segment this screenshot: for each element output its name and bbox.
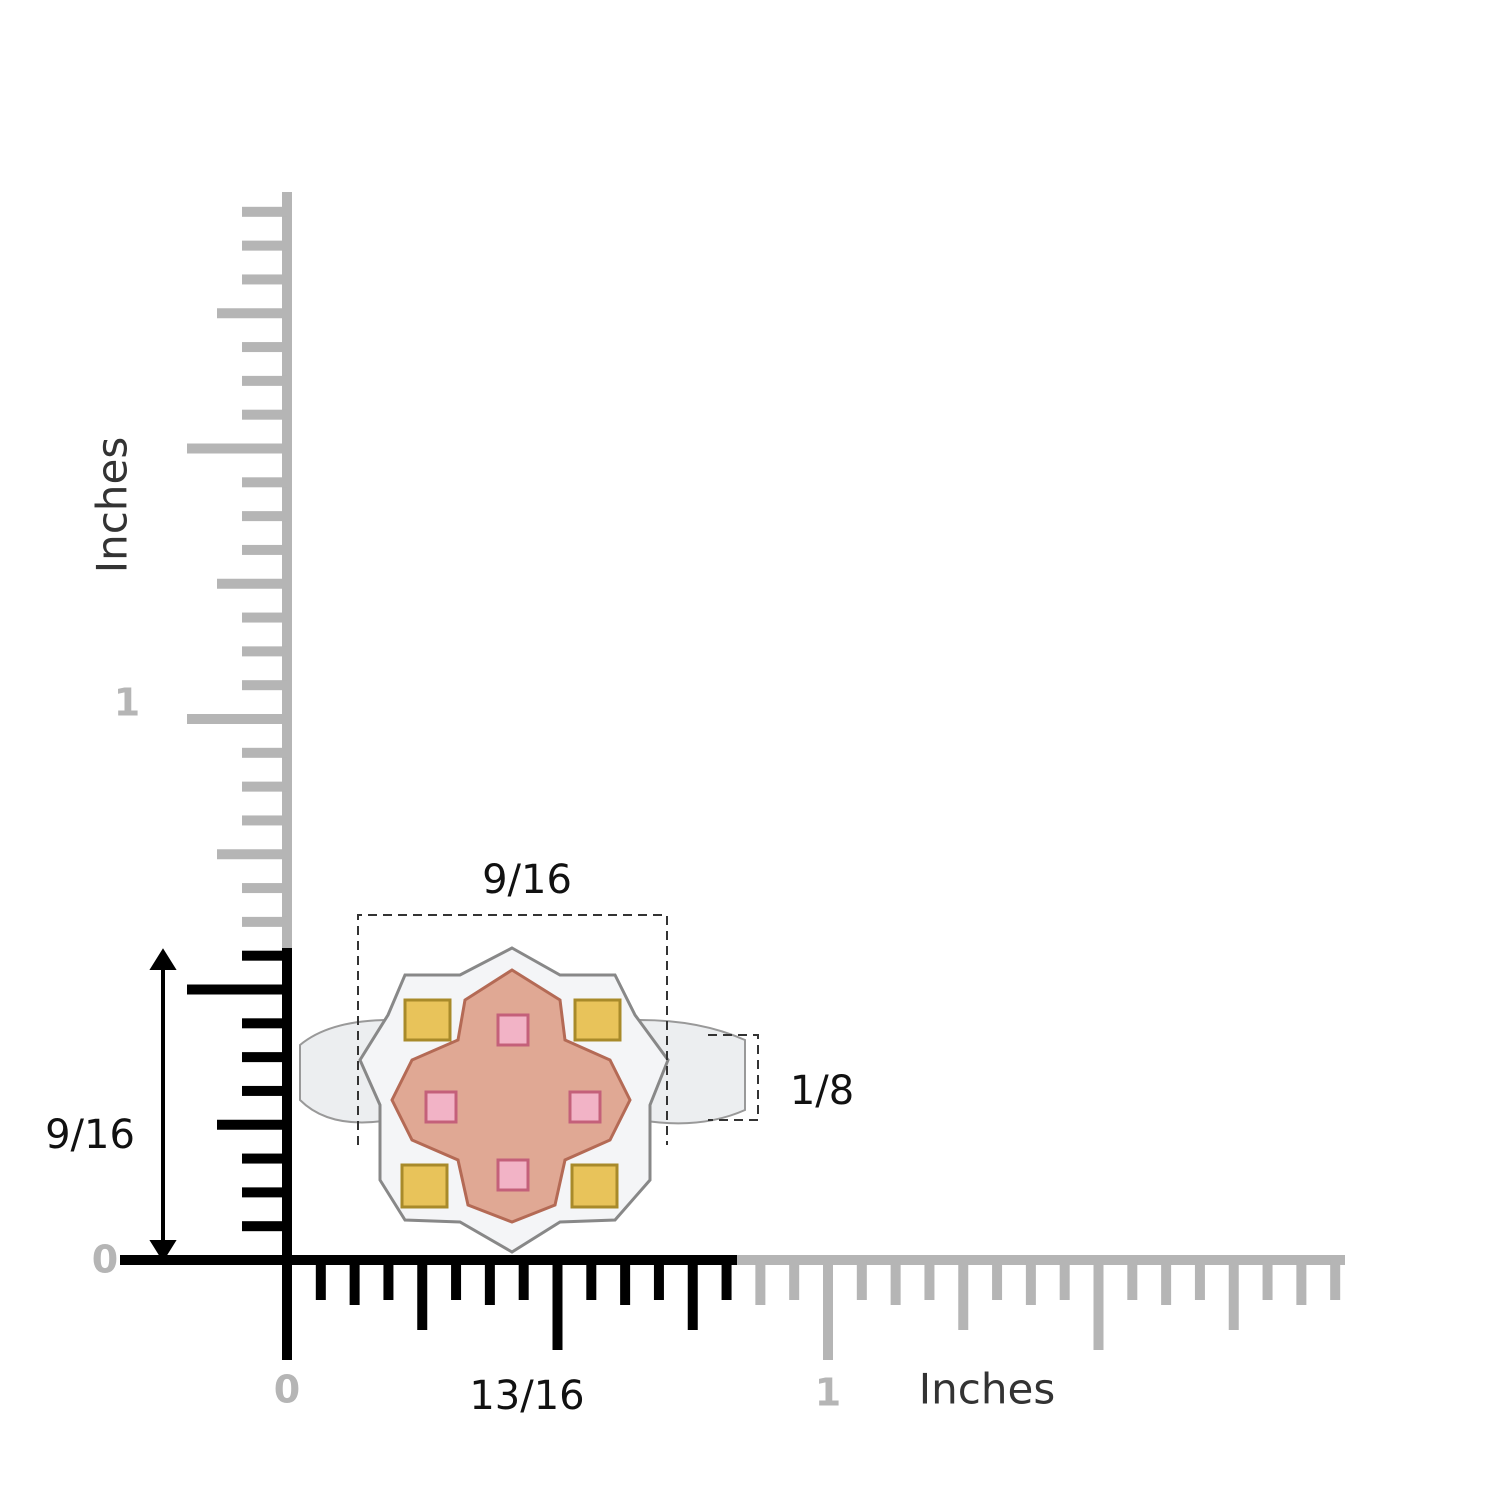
- ruler-tick: [653, 1260, 664, 1300]
- ruler-tick: [242, 1018, 287, 1029]
- ruler-tick: [1127, 1260, 1138, 1300]
- ruler-bar: [120, 1255, 287, 1265]
- ruler-tick: [242, 747, 287, 758]
- ruler-tick: [217, 849, 287, 860]
- ruler-tick: [242, 1221, 287, 1232]
- ruler-tick: [217, 308, 287, 319]
- ruler-tick: [1194, 1260, 1205, 1300]
- ring: [299, 946, 746, 1254]
- ruler-tick: [620, 1260, 631, 1305]
- ruler-tick: [242, 240, 287, 251]
- x-tick-label: 0: [274, 1368, 300, 1412]
- span-label: 13/16: [469, 1373, 584, 1419]
- ruler-tick: [856, 1260, 867, 1300]
- ruler-tick: [242, 916, 287, 927]
- ruler-tick: [242, 342, 287, 353]
- x-tick-label: 1: [815, 1371, 841, 1415]
- ruler-tick: [383, 1260, 394, 1300]
- ruler-bar: [737, 1255, 1345, 1265]
- ruler-tick: [217, 1119, 287, 1130]
- ruler-tick: [586, 1260, 597, 1300]
- ruler-tick: [992, 1260, 1003, 1300]
- y-tick-label: 0: [92, 1238, 118, 1282]
- y-tick-label: 1: [114, 681, 140, 725]
- ruler-tick: [721, 1260, 732, 1300]
- ruler-tick: [823, 1260, 833, 1360]
- height-label: 9/16: [45, 1112, 135, 1158]
- ruler-tick: [242, 1153, 287, 1164]
- ruler-tick: [242, 680, 287, 691]
- ruler-tick: [242, 375, 287, 386]
- ruler-bar: [282, 192, 292, 948]
- ruler-tick: [1025, 1260, 1036, 1305]
- ruler-tick: [417, 1260, 428, 1330]
- ruler-tick: [890, 1260, 901, 1305]
- dimension-lines: [357, 914, 759, 1145]
- ruler-bar: [287, 1255, 737, 1265]
- ruler-tick: [242, 511, 287, 522]
- ruler-tick: [187, 714, 287, 724]
- ruler-tick: [315, 1260, 326, 1300]
- ruler-tick: [242, 1085, 287, 1096]
- ruler-tick: [687, 1260, 698, 1330]
- ruler-tick: [187, 443, 287, 454]
- ruler-tick: [242, 477, 287, 488]
- ruler-tick: [1093, 1260, 1104, 1350]
- ruler-tick: [242, 206, 287, 217]
- ruler-tick: [484, 1260, 495, 1305]
- ruler-tick: [958, 1260, 969, 1330]
- ruler-bar: [282, 948, 292, 1260]
- ruler-tick: [1059, 1260, 1070, 1300]
- ruler-tick: [242, 274, 287, 285]
- ruler-tick: [1161, 1260, 1172, 1305]
- x-axis-unit: Inches: [919, 1365, 1055, 1414]
- ruler-tick: [1296, 1260, 1307, 1305]
- ruler-tick: [242, 815, 287, 826]
- ruler-tick: [451, 1260, 462, 1300]
- ruler-tick: [242, 544, 287, 555]
- ruler-tick: [242, 646, 287, 657]
- height-arrow: [149, 948, 177, 1262]
- ruler-tick: [282, 1260, 292, 1360]
- y-axis-unit: Inches: [88, 437, 137, 573]
- ruler-tick: [242, 612, 287, 623]
- band-label: 1/8: [790, 1068, 854, 1114]
- ruler-tick: [755, 1260, 766, 1305]
- ruler-tick: [518, 1260, 529, 1300]
- ruler-tick: [242, 409, 287, 420]
- width-label: 9/16: [482, 857, 572, 903]
- ruler-tick: [242, 1187, 287, 1198]
- ruler-tick: [789, 1260, 800, 1300]
- rulers: [120, 192, 1345, 1360]
- ruler-tick: [1262, 1260, 1273, 1300]
- ruler-tick: [217, 578, 287, 589]
- ruler-tick: [1330, 1260, 1341, 1300]
- ruler-tick: [242, 1052, 287, 1063]
- ruler-tick: [552, 1260, 563, 1350]
- ruler-tick: [242, 883, 287, 894]
- ruler-tick: [924, 1260, 935, 1300]
- ruler-tick: [1228, 1260, 1239, 1330]
- ruler-tick: [242, 781, 287, 792]
- ruler-tick: [187, 984, 287, 995]
- ruler-tick: [349, 1260, 360, 1305]
- ruler-tick: [242, 950, 287, 961]
